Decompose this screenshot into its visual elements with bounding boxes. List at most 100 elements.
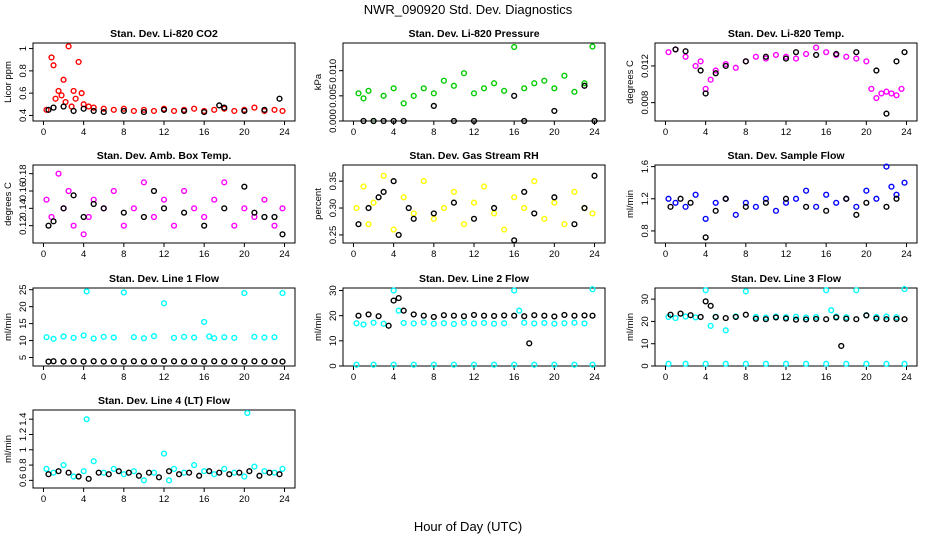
data-point	[868, 85, 875, 92]
data-point	[682, 53, 689, 60]
data-point	[400, 100, 407, 107]
data-point	[813, 203, 820, 210]
data-point	[216, 102, 223, 109]
data-point	[365, 311, 372, 318]
y-tick-label: 0.000	[328, 109, 339, 133]
data-point	[853, 203, 860, 210]
data-point	[687, 312, 694, 319]
data-point	[732, 64, 739, 71]
y-tick-label: 10	[640, 338, 651, 349]
data-point	[888, 90, 895, 97]
data-point	[201, 318, 208, 326]
data-point	[531, 320, 538, 327]
data-point	[581, 204, 588, 212]
data-point	[140, 477, 148, 484]
data-point	[722, 62, 729, 70]
data-point	[85, 103, 92, 110]
data-point	[490, 312, 498, 320]
data-point	[571, 319, 578, 326]
data-point	[353, 361, 360, 368]
data-point	[130, 468, 137, 475]
y-tick-label: 30	[328, 285, 339, 296]
data-point	[70, 87, 77, 95]
data-point	[561, 320, 568, 327]
data-point	[191, 461, 198, 469]
data-point	[60, 103, 67, 110]
data-point	[470, 311, 478, 319]
data-point	[901, 360, 908, 367]
data-point	[271, 334, 278, 341]
x-tick-label: 20	[239, 372, 250, 383]
data-point	[180, 358, 188, 365]
y-tick-label: 0	[328, 363, 339, 368]
data-point	[370, 361, 377, 368]
y-tick-label: 1.6	[640, 160, 651, 173]
data-point	[823, 360, 830, 367]
x-tick-label: 8	[431, 127, 436, 138]
data-point	[191, 105, 198, 112]
data-point	[450, 361, 458, 368]
x-tick-label: 4	[703, 249, 708, 260]
data-point	[385, 322, 392, 329]
data-point	[100, 205, 107, 212]
data-point	[150, 358, 158, 365]
panel-6: Stan. Dev. Sample Flow 0 4 8 12 16 20 24 0.8 1.2 1…	[625, 150, 918, 260]
data-point	[802, 316, 810, 323]
data-point	[261, 334, 268, 341]
data-point	[380, 92, 387, 99]
data-point	[276, 95, 283, 102]
data-point	[551, 199, 558, 206]
data-point	[752, 203, 759, 210]
data-point	[440, 77, 447, 84]
data-point	[70, 473, 77, 480]
data-point	[878, 90, 885, 97]
y-tick-label: 1	[18, 447, 29, 452]
data-point	[78, 90, 85, 97]
data-point	[360, 183, 367, 190]
data-point	[591, 172, 598, 179]
x-tick-label: 24	[901, 372, 912, 383]
data-point	[511, 287, 518, 294]
series-black-1	[45, 183, 286, 238]
data-point	[201, 222, 208, 229]
series-blue-0	[665, 163, 908, 222]
data-point	[551, 361, 558, 368]
data-point	[410, 361, 417, 368]
x-tick-label: 16	[821, 372, 832, 383]
x-tick-label: 0	[663, 372, 668, 383]
data-point	[665, 360, 672, 367]
data-point	[405, 204, 412, 212]
data-point	[571, 361, 578, 368]
data-point	[667, 203, 674, 210]
data-point	[165, 468, 173, 475]
y-tick-label: 0.6	[18, 474, 29, 487]
data-point	[732, 211, 739, 218]
y-tick-label: 0.8	[640, 224, 651, 237]
series-black-2	[355, 294, 596, 347]
y-tick-label: 5	[18, 355, 29, 360]
data-point	[430, 90, 437, 97]
data-point	[521, 204, 528, 212]
data-point	[450, 117, 458, 125]
data-point	[90, 200, 97, 208]
x-tick-label: 8	[121, 249, 126, 260]
data-point	[581, 82, 588, 89]
data-point	[65, 469, 72, 476]
data-point	[511, 43, 518, 51]
data-point	[571, 221, 578, 228]
data-point	[80, 358, 87, 365]
data-point	[450, 199, 458, 206]
data-point	[380, 117, 387, 125]
data-point	[802, 314, 810, 321]
x-tick-label: 24	[589, 249, 600, 260]
data-point	[677, 195, 684, 202]
data-point	[160, 196, 168, 203]
data-point	[271, 222, 278, 229]
x-tick-label: 8	[431, 372, 436, 383]
data-point	[480, 312, 488, 319]
data-point	[561, 311, 568, 319]
data-point	[241, 358, 248, 365]
series-black-1	[360, 82, 598, 125]
data-point	[762, 316, 770, 323]
data-point	[170, 465, 178, 472]
